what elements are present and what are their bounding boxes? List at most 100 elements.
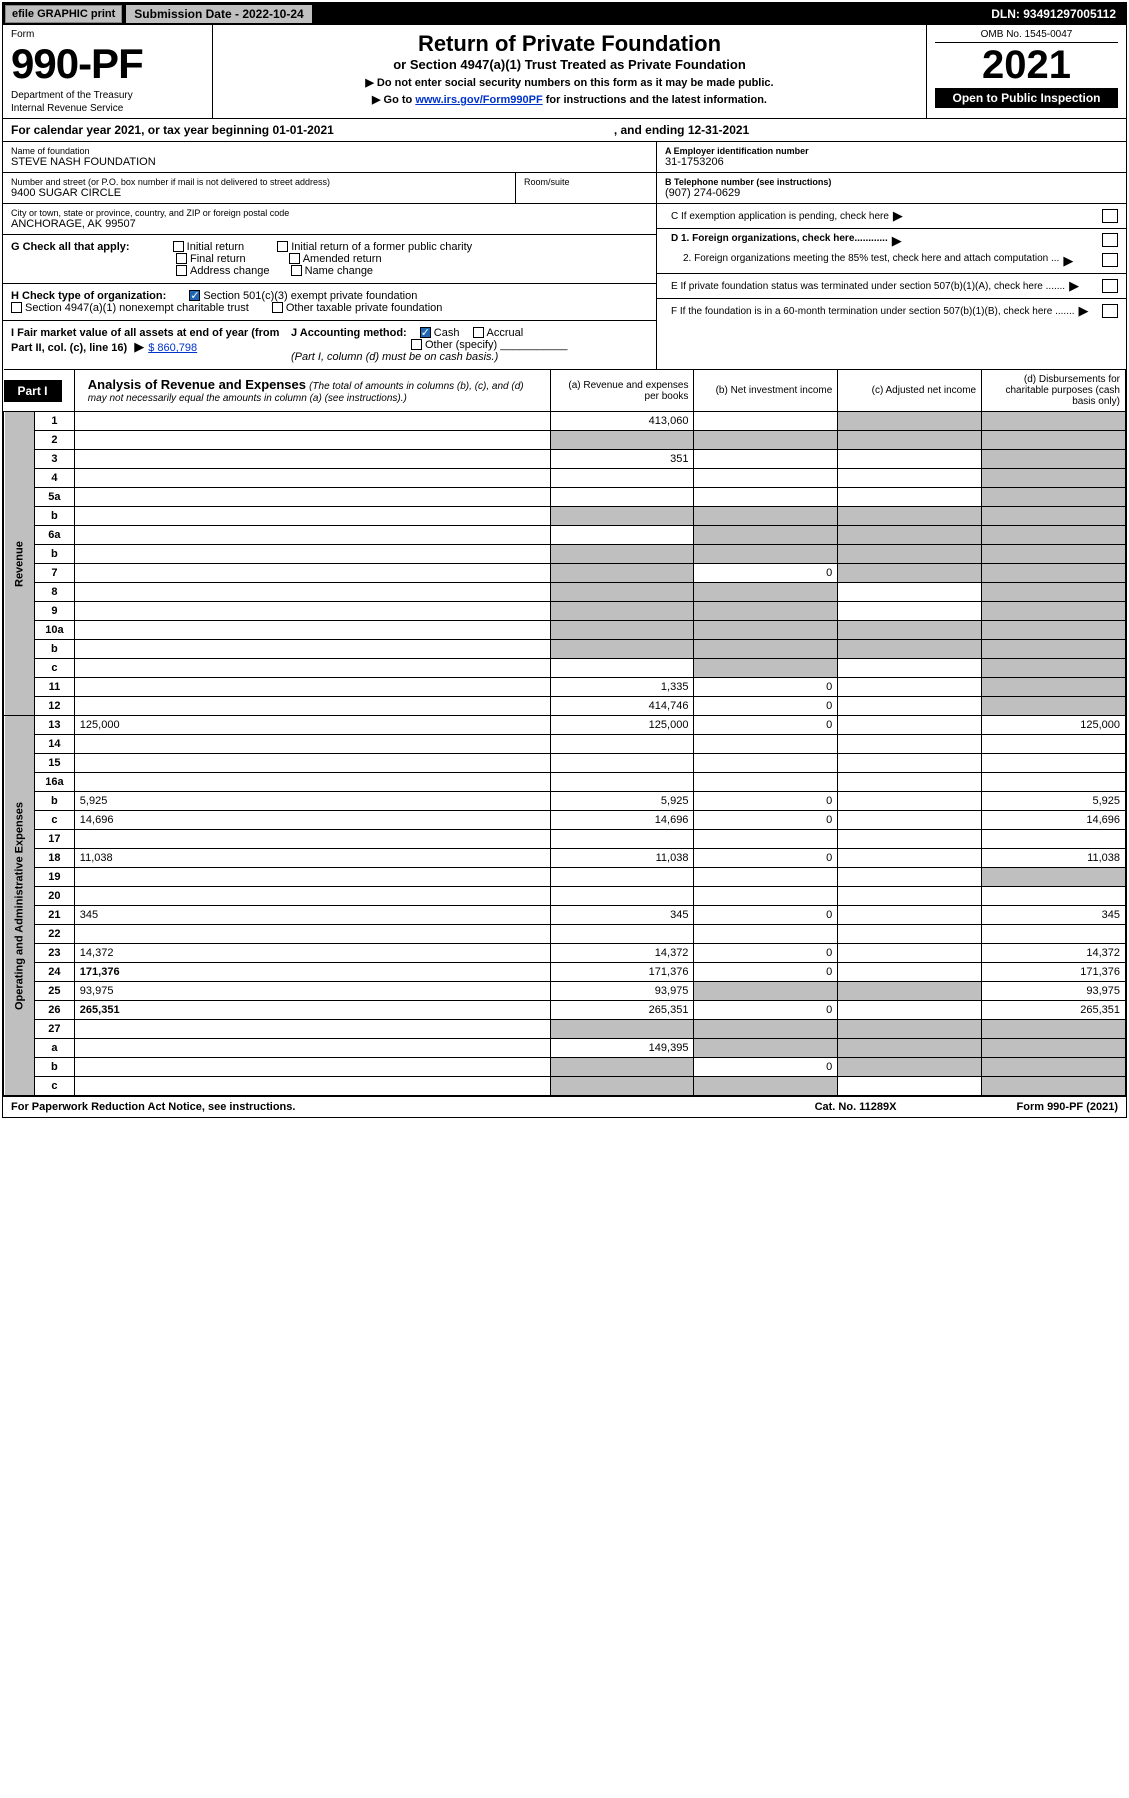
value-cell [838, 887, 982, 906]
line-number: c [34, 1077, 74, 1096]
initial-public-checkbox[interactable] [277, 241, 288, 252]
value-cell [694, 526, 838, 545]
501c3-checkbox[interactable] [189, 290, 200, 301]
name-change-checkbox[interactable] [291, 265, 302, 276]
table-row: 19 [4, 868, 1126, 887]
value-cell [838, 412, 982, 431]
value-cell [694, 868, 838, 887]
fmv-link[interactable]: $ 860,798 [148, 342, 197, 354]
value-cell: 413,060 [550, 412, 694, 431]
line-description: 345 [74, 906, 550, 925]
foundation-name-cell: Name of foundation STEVE NASH FOUNDATION [3, 142, 656, 173]
value-cell: 0 [694, 697, 838, 716]
line-number: 5a [34, 488, 74, 507]
part1-table: Part I Analysis of Revenue and Expenses … [3, 369, 1126, 1096]
value-cell: 14,372 [982, 944, 1126, 963]
line-number: c [34, 811, 74, 830]
line-description [74, 526, 550, 545]
value-cell: 0 [694, 811, 838, 830]
value-cell [694, 982, 838, 1001]
value-cell [694, 469, 838, 488]
col-b-header: (b) Net investment income [694, 370, 838, 412]
instructions-link[interactable]: www.irs.gov/Form990PF [415, 94, 542, 106]
h-check-section: H Check type of organization: Section 50… [3, 284, 656, 321]
accrual-checkbox[interactable] [473, 327, 484, 338]
value-cell [838, 678, 982, 697]
omb-number: OMB No. 1545-0047 [935, 29, 1118, 43]
value-cell [838, 792, 982, 811]
line-number: b [34, 792, 74, 811]
value-cell [838, 697, 982, 716]
c-checkbox[interactable] [1102, 209, 1118, 223]
d1-checkbox[interactable] [1102, 233, 1118, 247]
value-cell: 171,376 [550, 963, 694, 982]
line-number: 20 [34, 887, 74, 906]
value-cell: 0 [694, 1001, 838, 1020]
line-description: 93,975 [74, 982, 550, 1001]
value-cell: 0 [694, 716, 838, 735]
amended-return-checkbox[interactable] [289, 253, 300, 264]
value-cell [982, 754, 1126, 773]
table-row: c14,69614,696014,696 [4, 811, 1126, 830]
footer: For Paperwork Reduction Act Notice, see … [3, 1096, 1126, 1117]
value-cell [550, 640, 694, 659]
d2-checkbox[interactable] [1102, 253, 1118, 267]
value-cell [838, 564, 982, 583]
address-change-checkbox[interactable] [176, 265, 187, 276]
line-number: 12 [34, 697, 74, 716]
form-number: 990-PF [11, 40, 204, 88]
initial-return-checkbox[interactable] [173, 241, 184, 252]
line-number: 26 [34, 1001, 74, 1020]
value-cell [838, 735, 982, 754]
line-description [74, 431, 550, 450]
ein: 31-1753206 [665, 156, 1118, 168]
value-cell [838, 982, 982, 1001]
top-bar: efile GRAPHIC print Submission Date - 20… [3, 3, 1126, 25]
value-cell [838, 830, 982, 849]
value-cell: 414,746 [550, 697, 694, 716]
line-description [74, 1077, 550, 1096]
line-description [74, 602, 550, 621]
value-cell: 345 [982, 906, 1126, 925]
value-cell [550, 564, 694, 583]
value-cell [982, 640, 1126, 659]
value-cell [550, 545, 694, 564]
line-number: 4 [34, 469, 74, 488]
line-description [74, 488, 550, 507]
dept-irs: Internal Revenue Service [11, 103, 204, 114]
table-row: b [4, 545, 1126, 564]
final-return-checkbox[interactable] [176, 253, 187, 264]
value-cell: 5,925 [982, 792, 1126, 811]
cash-checkbox[interactable] [420, 327, 431, 338]
line-description [74, 412, 550, 431]
note-ssn: ▶ Do not enter social security numbers o… [225, 76, 914, 89]
value-cell [838, 906, 982, 925]
value-cell [694, 887, 838, 906]
note-link: ▶ Go to www.irs.gov/Form990PF for instru… [225, 93, 914, 106]
4947a1-checkbox[interactable] [11, 302, 22, 313]
other-method-checkbox[interactable] [411, 339, 422, 350]
value-cell [982, 697, 1126, 716]
line-number: 8 [34, 583, 74, 602]
line-number: 2 [34, 431, 74, 450]
efile-print-button[interactable]: efile GRAPHIC print [5, 5, 122, 23]
tel-cell: B Telephone number (see instructions) (9… [657, 173, 1126, 204]
city-state-zip: ANCHORAGE, AK 99507 [11, 218, 648, 230]
line-description: 5,925 [74, 792, 550, 811]
value-cell [694, 545, 838, 564]
value-cell: 14,696 [982, 811, 1126, 830]
line-number: 16a [34, 773, 74, 792]
header: Form 990-PF Department of the Treasury I… [3, 25, 1126, 119]
line-number: 23 [34, 944, 74, 963]
table-row: 1811,03811,038011,038 [4, 849, 1126, 868]
value-cell [694, 1039, 838, 1058]
header-center: Return of Private Foundation or Section … [213, 25, 926, 118]
line-number: b [34, 507, 74, 526]
e-checkbox[interactable] [1102, 279, 1118, 293]
f-checkbox[interactable] [1102, 304, 1118, 318]
value-cell [838, 944, 982, 963]
other-taxable-checkbox[interactable] [272, 302, 283, 313]
value-cell [694, 659, 838, 678]
value-cell: 265,351 [550, 1001, 694, 1020]
value-cell: 0 [694, 849, 838, 868]
